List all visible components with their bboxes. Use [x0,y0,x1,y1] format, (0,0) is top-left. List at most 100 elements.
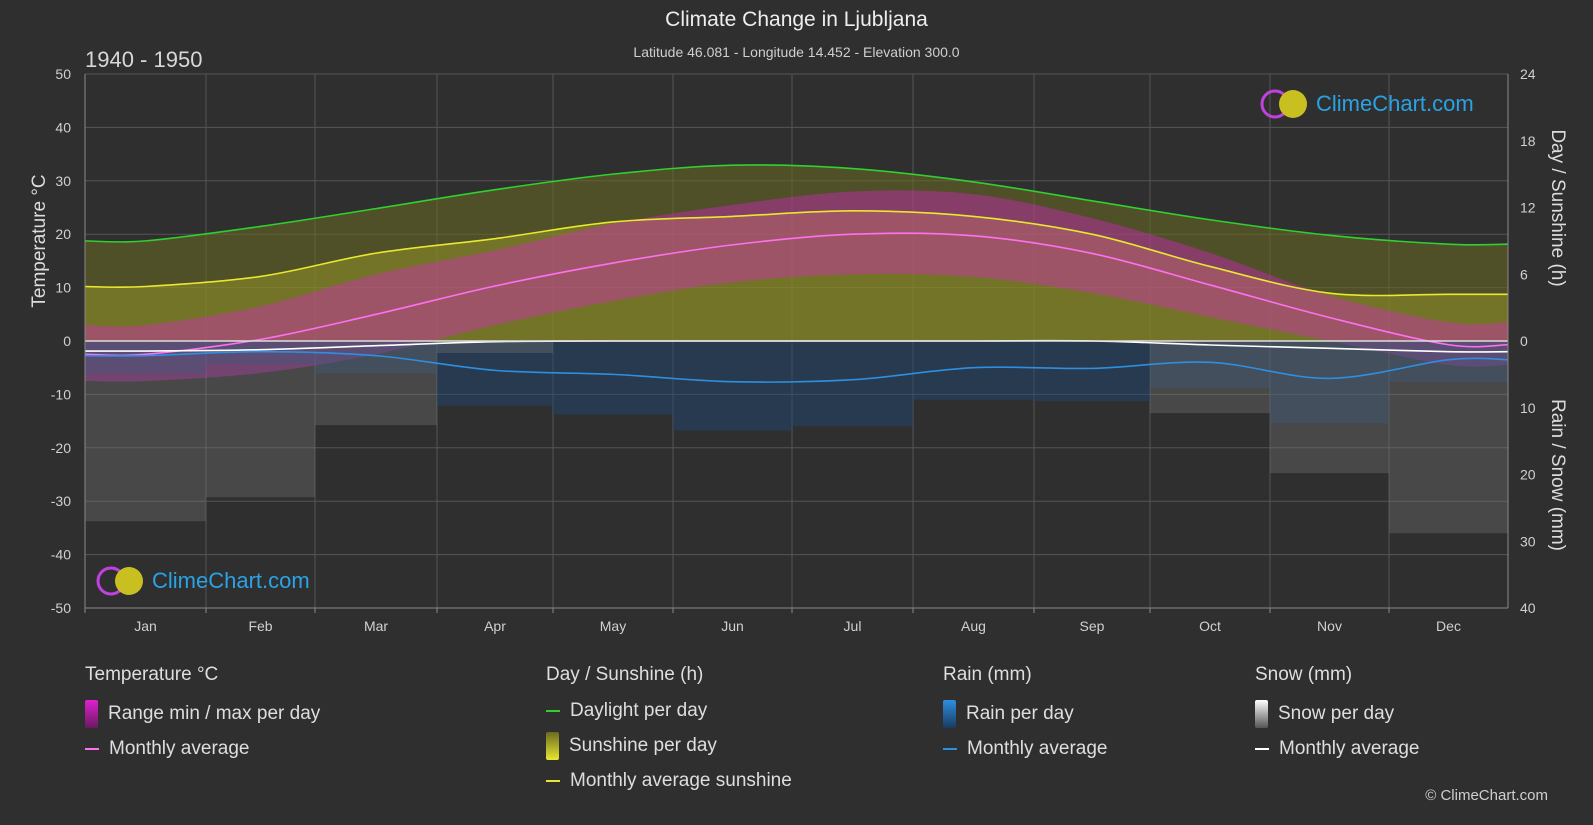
y-tick-temp: -20 [51,440,71,456]
legend-sunshine-title: Day / Sunshine (h) [546,664,704,685]
rain-bar [673,341,792,431]
temperature-range-band [85,190,1508,382]
legend-temperature-title: Temperature °C [85,664,219,685]
temp-avg-swatch [85,748,99,750]
legend-snow-day: Snow per day [1255,700,1419,728]
climechart-logo-icon [96,566,143,596]
rain-bar [1389,341,1508,383]
x-tick-label: Dec [1436,618,1461,634]
y-tick-temp: -50 [51,600,71,616]
legend-snow-day-label: Snow per day [1278,703,1395,724]
y-tick-mm: 40 [1520,600,1536,616]
y-tick-hours: 12 [1520,200,1536,216]
y-tick-hours: 0 [1520,333,1528,349]
legend-temp-avg: Monthly average [85,738,320,760]
rain-bar [1034,341,1150,402]
x-tick-label: Jan [134,618,157,634]
y-tick-temp: 0 [63,333,71,349]
legend-temperature: Temperature °C Range min / max per day M… [85,664,320,760]
y-tick-temp: 40 [55,119,71,135]
x-tick-label: Sep [1080,618,1105,634]
legend-rain-avg: Monthly average [943,738,1107,760]
temp-range-swatch [85,700,98,728]
y-axis-right-top-label: Day / Sunshine (h) [1547,129,1568,286]
y-tick-mm: 30 [1520,533,1536,549]
axes: 50 40 30 20 10 0 -10 -20 -30 -40 -50 24 18 12 6 0 10 20 30… [51,66,1536,634]
legend-rain-title: Rain (mm) [943,664,1032,685]
legend-sunshine-avg-label: Monthly average sunshine [570,770,792,791]
legend-daylight: Daylight per day [546,700,792,722]
y-axis-right-bottom-label: Rain / Snow (mm) [1547,399,1568,551]
chart-subtitle: Latitude 46.081 - Longitude 14.452 - Ele… [633,44,960,60]
y-tick-temp: 20 [55,226,71,242]
temperature-avg-line [85,232,1508,357]
rain-swatch [943,700,956,728]
climechart-logo-icon [1260,89,1307,119]
copyright: © ClimeChart.com [1425,787,1548,804]
y-tick-hours: 6 [1520,266,1528,282]
x-tick-label: Nov [1317,618,1342,634]
y-tick-mm: 20 [1520,467,1536,483]
y-tick-mm: 10 [1520,400,1536,416]
data-lines [85,164,1508,383]
sunshine-avg-swatch [546,780,560,782]
y-tick-temp: -40 [51,547,71,563]
rain-bar [792,341,913,427]
y-tick-temp: -30 [51,493,71,509]
daylight-line [85,164,1508,246]
snow-avg-swatch [1255,748,1269,750]
rain-bar [206,341,315,365]
climate-chart: 50 40 30 20 10 0 -10 -20 -30 -40 -50 24 18 12 6 0 10 20 30… [29,66,1568,634]
chart-title: Climate Change in Ljubljana [665,8,928,31]
period-label: 1940 - 1950 [85,47,203,72]
rain-avg-swatch [943,748,957,750]
rain-bar [913,341,1034,400]
legend-daylight-label: Daylight per day [570,700,708,721]
legend-sunshine: Day / Sunshine (h) Daylight per day Suns… [546,664,792,792]
legend-rain-day: Rain per day [943,700,1107,728]
sunshine-swatch [546,732,559,760]
sunshine-avg-line [85,210,1508,297]
y-axis-left-label: Temperature °C [29,174,50,307]
data-areas [85,164,1508,534]
x-tick-label: Oct [1199,618,1221,634]
y-tick-temp: -10 [51,386,71,402]
snow-bar [85,341,206,522]
rain-bar [437,341,553,406]
brand-text: ClimeChart.com [1316,91,1474,116]
brand-logo-top: ClimeChart.com [1259,88,1474,120]
rain-bar [1150,341,1270,388]
y-tick-hours: 18 [1520,133,1536,149]
x-tick-label: Aug [961,618,986,634]
x-tick-label: May [600,618,626,634]
sunshine-area [85,210,1508,341]
x-tick-label: Feb [248,618,272,634]
legend-sunshine-avg: Monthly average sunshine [546,770,792,792]
rain-bar [85,341,206,374]
legend-sunshine-day-label: Sunshine per day [569,735,717,756]
x-tick-label: Jun [721,618,744,634]
legend-rain-day-label: Rain per day [966,703,1074,724]
brand-text: ClimeChart.com [152,568,310,593]
legend-snow: Snow (mm) Snow per day Monthly average [1255,664,1419,760]
y-tick-temp: 30 [55,173,71,189]
x-tick-label: Jul [844,618,862,634]
y-tick-temp: 50 [55,66,71,82]
daylight-swatch [546,710,560,712]
legend-snow-avg: Monthly average [1255,738,1419,760]
y-tick-hours: 24 [1520,66,1536,82]
snow-bar [1270,341,1389,474]
legend-snow-title: Snow (mm) [1255,664,1353,685]
legend-temp-range-label: Range min / max per day [108,703,321,724]
x-tick-label: Mar [364,618,388,634]
snow-swatch [1255,700,1268,728]
x-tick-label: Apr [484,618,506,634]
legend-rain: Rain (mm) Rain per day Monthly average [943,664,1107,760]
y-tick-temp: 10 [55,280,71,296]
legend-rain-avg-label: Monthly average [967,738,1108,759]
snow-bar [206,341,315,498]
rain-bar [1270,341,1389,424]
legend-temp-avg-label: Monthly average [109,738,250,759]
snow-bar [1150,341,1270,414]
legend-temp-range: Range min / max per day [85,700,320,728]
